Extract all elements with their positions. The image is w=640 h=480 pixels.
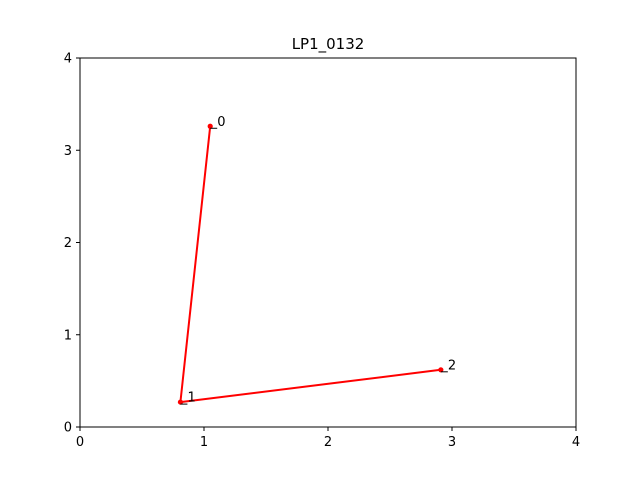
x-tick-label: 0: [76, 435, 84, 450]
x-tick-label: 4: [572, 435, 580, 450]
plot-frame: [79, 57, 577, 428]
y-tick-label: 0: [64, 421, 72, 436]
x-tick-label: 2: [324, 435, 332, 450]
x-tick-label: 3: [448, 435, 456, 450]
x-axis: 0 1 2 3 4: [76, 427, 580, 450]
data-point: [207, 123, 213, 129]
y-tick-label: 3: [64, 144, 72, 159]
data-point: [438, 367, 444, 373]
data-point: [177, 399, 184, 405]
y-axis: 0 1 2 3 4: [64, 52, 80, 436]
point-label: 1: [187, 391, 195, 406]
y-tick-label: 1: [64, 328, 72, 343]
chart-title: LP1_0132: [292, 35, 365, 54]
x-tick-label: 1: [200, 435, 208, 450]
y-tick-label: 4: [64, 52, 72, 67]
y-tick-label: 2: [64, 236, 72, 251]
series-layer: 0 1 2: [177, 115, 456, 406]
point-label: 0: [217, 115, 225, 130]
point-label: 2: [448, 358, 456, 373]
